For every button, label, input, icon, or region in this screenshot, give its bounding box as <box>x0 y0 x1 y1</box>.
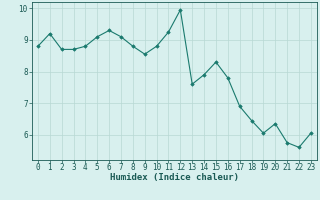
X-axis label: Humidex (Indice chaleur): Humidex (Indice chaleur) <box>110 173 239 182</box>
